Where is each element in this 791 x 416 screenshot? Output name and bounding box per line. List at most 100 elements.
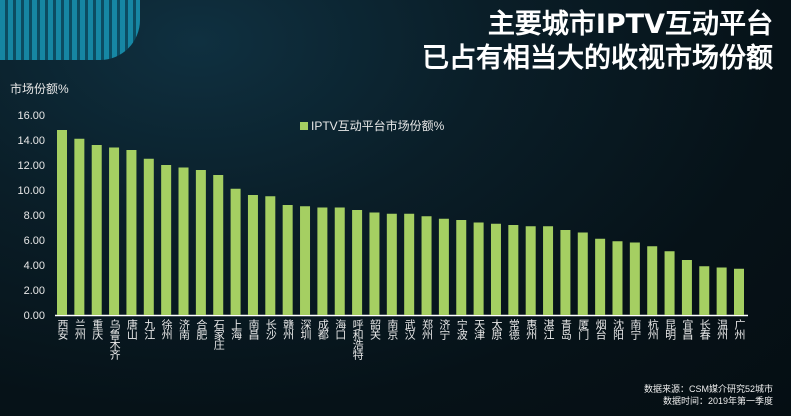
bar-青岛 [560, 230, 571, 315]
bar-韶关 [369, 212, 380, 315]
y-axis-label: 市场份额% [10, 82, 69, 96]
bar-上海 [230, 188, 241, 315]
x-tick-label: 常德 [507, 319, 520, 339]
decorative-background-graphic [0, 0, 140, 60]
y-tick-label: 0.00 [24, 310, 45, 322]
bar-济宁 [438, 218, 449, 315]
bar-武汉 [404, 213, 415, 315]
x-tick-label: 深圳 [299, 319, 312, 339]
y-tick-label: 16.00 [17, 110, 45, 122]
x-tick-label: 湛江 [542, 319, 555, 339]
legend-label: IPTV互动平台市场份额% [311, 119, 445, 133]
x-tick-label: 昆明 [663, 319, 676, 339]
y-tick-label: 6.00 [24, 235, 45, 247]
bar-西安 [57, 130, 67, 315]
source-line-2: 数据时间：2019年第一季度 [662, 396, 773, 406]
title-line-1: 主要城市IPTV互动平台 [487, 9, 773, 40]
y-tick-label: 2.00 [24, 285, 45, 297]
bar-徐州 [161, 165, 172, 315]
bar-沈阳 [612, 241, 623, 315]
bar-宁波 [456, 220, 467, 315]
bar-惠州 [525, 226, 536, 315]
x-tick-label: 成都 [316, 319, 329, 339]
x-tick-label: 赣州 [281, 319, 294, 339]
x-tick-label: 长春 [698, 319, 711, 339]
bar-呼和浩特 [352, 210, 363, 315]
bar-昆明 [664, 251, 675, 315]
bar-乌鲁木齐 [109, 147, 120, 315]
x-tick-label: 惠州 [524, 319, 537, 339]
x-tick-label: 重庆 [90, 319, 103, 339]
x-tick-label: 南京 [385, 319, 398, 339]
x-tick-label: 唐山 [125, 319, 138, 339]
bar-深圳 [300, 206, 311, 315]
bar-合肥 [195, 170, 206, 315]
x-tick-label: 石家庄 [212, 319, 225, 349]
x-tick-label: 宜昌 [680, 319, 693, 339]
bar-赣州 [282, 205, 293, 315]
x-tick-label: 宁波 [455, 319, 468, 339]
x-tick-label: 九江 [142, 319, 155, 339]
x-tick-label: 济南 [177, 319, 190, 339]
x-tick-label: 西安 [56, 319, 68, 339]
x-tick-label: 太原 [489, 319, 502, 339]
x-tick-label: 广州 [733, 319, 745, 339]
source-note: 数据来源：CSM媒介研究52城市 数据时间：2019年第一季度 [644, 383, 773, 407]
bar-石家庄 [213, 175, 224, 315]
bar-长沙 [265, 196, 276, 315]
bar-唐山 [126, 150, 137, 315]
x-tick-label: 青岛 [559, 319, 572, 339]
source-line-1: 数据来源：CSM媒介研究52城市 [643, 384, 773, 394]
legend-swatch [300, 121, 308, 130]
bar-天津 [473, 222, 484, 315]
bar-郑州 [421, 216, 432, 315]
bar-太原 [490, 223, 501, 315]
x-tick-label: 合肥 [194, 319, 207, 339]
x-tick-label: 兰州 [73, 319, 86, 339]
x-tick-label: 济宁 [437, 319, 450, 339]
bar-广州 [734, 268, 744, 315]
x-tick-label: 烟台 [594, 319, 607, 339]
y-tick-label: 10.00 [17, 185, 45, 197]
x-tick-label: 杭州 [646, 319, 659, 339]
title-line-2: 已占有相当大的收视市场份额 [422, 43, 773, 74]
x-tick-label: 南宁 [628, 319, 641, 339]
y-tick-label: 8.00 [24, 210, 45, 222]
bar-济南 [178, 167, 189, 315]
bar-海口 [334, 207, 345, 315]
x-tick-label: 沈阳 [611, 319, 624, 339]
x-tick-label: 长沙 [264, 319, 277, 339]
x-tick-label: 郑州 [420, 319, 433, 339]
x-tick-label: 南昌 [246, 319, 259, 339]
bar-南昌 [247, 195, 258, 315]
y-tick-label: 14.00 [17, 135, 45, 147]
bar-厦门 [577, 232, 588, 315]
bar-成都 [317, 207, 328, 315]
page-title: 主要城市IPTV互动平台 已占有相当大的收视市场份额 [422, 8, 773, 76]
bar-湛江 [543, 226, 554, 315]
bar-九江 [143, 158, 154, 315]
bar-南京 [386, 213, 397, 315]
x-tick-label: 徐州 [160, 319, 173, 339]
x-tick-label: 武汉 [403, 319, 416, 339]
x-tick-label: 温州 [715, 319, 728, 339]
bar-杭州 [647, 246, 658, 315]
bar-重庆 [91, 145, 102, 315]
bar-宜昌 [681, 260, 692, 315]
x-tick-label: 乌鲁木齐 [108, 319, 121, 359]
bar-烟台 [595, 238, 606, 315]
x-tick-label: 天津 [472, 319, 485, 339]
bar-兰州 [74, 138, 85, 315]
x-tick-label: 海口 [333, 319, 346, 339]
x-tick-label: 上海 [229, 319, 242, 339]
bar-常德 [508, 225, 519, 315]
bar-温州 [716, 267, 727, 315]
y-tick-label: 12.00 [17, 160, 45, 172]
x-tick-label: 呼和浩特 [351, 319, 364, 359]
chart-legend: IPTV互动平台市场份额% [300, 117, 444, 134]
y-tick-label: 4.00 [24, 260, 45, 272]
bar-长春 [699, 266, 710, 315]
x-tick-label: 厦门 [576, 319, 589, 339]
bar-南宁 [629, 242, 640, 315]
